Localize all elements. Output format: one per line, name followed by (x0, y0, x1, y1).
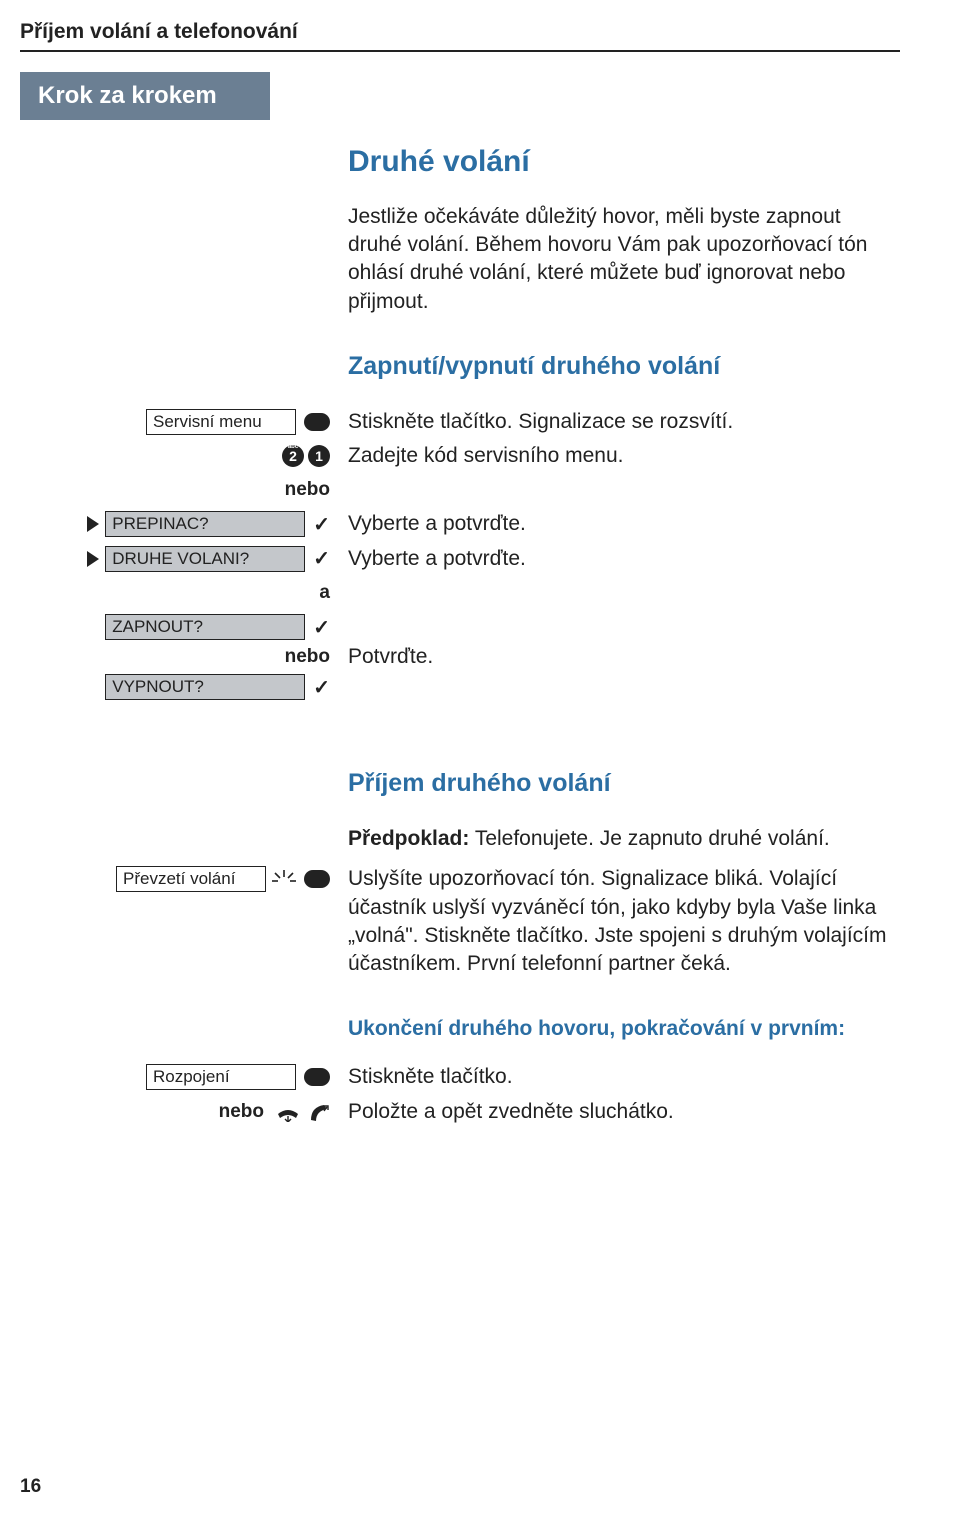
page-header: Příjem volání a telefonování (20, 20, 900, 44)
text-servis: Stiskněte tlačítko. Signalizace se rozsv… (340, 408, 900, 436)
text-hangup: Položte a opět zvedněte sluchátko. (340, 1098, 900, 1126)
display-druhe-volani: DRUHE VOLANI? (105, 546, 305, 572)
subheading-prijem: Příjem druhého volání (348, 767, 900, 801)
arrow-icon (87, 516, 99, 532)
display-prepinac: PREPINAC? (105, 511, 305, 537)
text-code: Zadejte kód servisního menu. (340, 442, 900, 470)
blink-icon (272, 870, 296, 888)
intro-text: Jestliže očekáváte důležitý hovor, měli … (340, 203, 900, 316)
text-prepinac: Vyberte a potvrďte. (340, 510, 900, 538)
check-icon: ✓ (313, 546, 330, 571)
text-predpoklad: Předpoklad: Telefonujete. Je zapnuto dru… (340, 825, 900, 853)
subheading-zapnuti: Zapnutí/vypnutí druhého volání (348, 350, 900, 384)
display-prevzeti: Převzetí volání (116, 866, 266, 892)
keycap-2-digit: 2 (289, 448, 297, 464)
check-icon: ✓ (313, 615, 330, 640)
section-title-druhe-volani: Druhé volání (348, 142, 900, 183)
keycap-2-abc: abc (288, 444, 298, 450)
led-icon (304, 870, 330, 888)
word-a: a (319, 582, 330, 604)
led-icon (304, 413, 330, 431)
display-zapnout: ZAPNOUT? (105, 614, 305, 640)
word-nebo-3: nebo (219, 1101, 264, 1123)
keycap-1-digit: 1 (315, 448, 323, 464)
text-predpoklad-rest: Telefonujete. Je zapnuto druhé volání. (469, 827, 829, 850)
text-potvrdte: Potvrďte. (340, 643, 900, 671)
check-icon: ✓ (313, 512, 330, 537)
led-icon (304, 1068, 330, 1086)
header-rule (20, 50, 900, 52)
bold-predpoklad: Předpoklad: (348, 827, 469, 850)
step-badge: Krok za krokem (20, 72, 270, 120)
word-nebo-1: nebo (285, 479, 330, 501)
arrow-icon (87, 551, 99, 567)
check-icon: ✓ (313, 675, 330, 700)
display-servisni-menu: Servisní menu (146, 409, 296, 435)
display-vypnout: VYPNOUT? (105, 674, 305, 700)
keycap-2: abc 2 (282, 445, 304, 467)
page-number: 16 (20, 1476, 41, 1498)
text-druhe: Vyberte a potvrďte. (340, 545, 900, 573)
text-rozpojeni: Stiskněte tlačítko. (340, 1063, 900, 1091)
display-rozpojeni: Rozpojení (146, 1064, 296, 1090)
word-nebo-2: nebo (285, 646, 330, 668)
keycap-1: 1 (308, 445, 330, 467)
handset-down-icon (274, 1102, 302, 1122)
handset-up-icon (306, 1101, 330, 1123)
text-prevzeti: Uslyšíte upozorňovací tón. Signalizace b… (340, 865, 900, 978)
subheading-ukonceni: Ukončení druhého hovoru, pokračování v p… (348, 1015, 900, 1043)
